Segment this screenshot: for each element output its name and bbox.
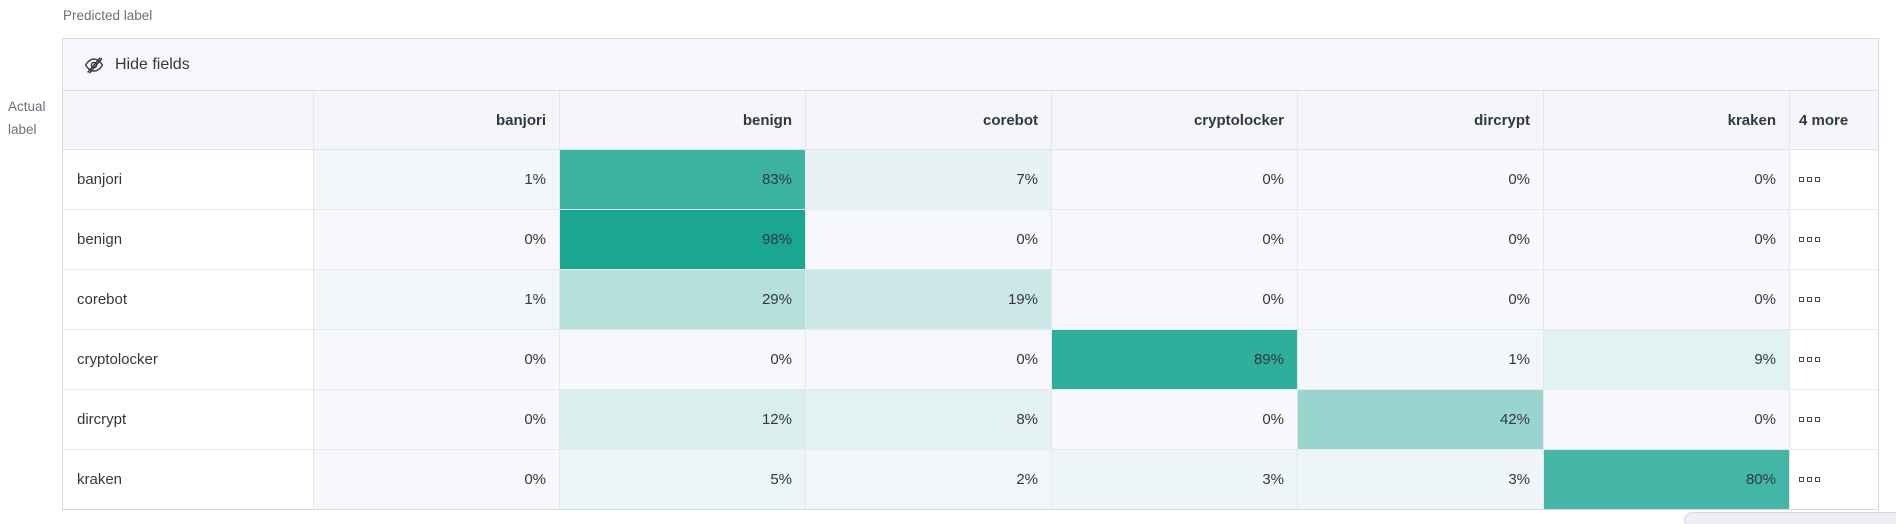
matrix-row-dircrypt: dircrypt 0% 12% 8% 0% 42% 0% [63, 390, 1878, 450]
hide-fields-label: Hide fields [115, 55, 190, 73]
matrix-cell-benign-kraken: 0% [1544, 210, 1790, 269]
matrix-cell-kraken-benign: 5% [560, 450, 806, 509]
matrix-cell-banjori-dircrypt: 0% [1298, 150, 1544, 209]
column-header-row: banjori benign corebot cryptolocker dircrypt… [63, 91, 1878, 150]
hidden-columns-header[interactable]: 4 more [1799, 111, 1849, 129]
matrix-cell-banjori-corebot: 7% [806, 150, 1052, 209]
predicted-label-axis-title: Predicted label [63, 8, 153, 23]
hidden-values-cell-dircrypt[interactable] [1790, 390, 1878, 449]
row-label-kraken: kraken [63, 450, 314, 509]
matrix-cell-cryptolocker-cryptolocker: 89% [1052, 330, 1298, 389]
matrix-row-kraken: kraken 0% 5% 2% 3% 3% 80% [63, 450, 1878, 509]
column-header-benign: benign [560, 91, 806, 149]
row-label-corebot: corebot [63, 270, 314, 329]
hidden-values-cell-kraken[interactable] [1790, 450, 1878, 509]
matrix-cell-kraken-corebot: 2% [806, 450, 1052, 509]
horizontal-scrollbar[interactable] [1684, 512, 1896, 524]
matrix-cell-corebot-cryptolocker: 0% [1052, 270, 1298, 329]
matrix-row-banjori: banjori 1% 83% 7% 0% 0% 0% [63, 150, 1878, 210]
matrix-cell-corebot-banjori: 1% [314, 270, 560, 329]
matrix-row-benign: benign 0% 98% 0% 0% 0% 0% [63, 210, 1878, 270]
grid-body: banjori 1% 83% 7% 0% 0% 0% benign 0% 98% 0% 0% 0% 0% c… [63, 150, 1878, 509]
matrix-cell-cryptolocker-benign: 0% [560, 330, 806, 389]
column-header-corebot: corebot [806, 91, 1052, 149]
matrix-cell-kraken-dircrypt: 3% [1298, 450, 1544, 509]
matrix-cell-benign-banjori: 0% [314, 210, 560, 269]
hidden-values-cell-corebot[interactable] [1790, 270, 1878, 329]
column-header-kraken: kraken [1544, 91, 1790, 149]
matrix-cell-dircrypt-dircrypt: 42% [1298, 390, 1544, 449]
confusion-matrix-grid: Hide fields banjori benign corebot cryptolo… [62, 38, 1879, 510]
matrix-cell-banjori-cryptolocker: 0% [1052, 150, 1298, 209]
hidden-values-cell-benign[interactable] [1790, 210, 1878, 269]
hide-fields-button[interactable]: Hide fields [63, 39, 1878, 91]
matrix-cell-benign-corebot: 0% [806, 210, 1052, 269]
matrix-cell-cryptolocker-banjori: 0% [314, 330, 560, 389]
column-header-dircrypt: dircrypt [1298, 91, 1544, 149]
matrix-cell-cryptolocker-kraken: 9% [1544, 330, 1790, 389]
matrix-cell-benign-benign: 98% [560, 210, 806, 269]
actual-label-axis-title: Actual label [8, 99, 46, 137]
matrix-cell-cryptolocker-corebot: 0% [806, 330, 1052, 389]
matrix-cell-corebot-corebot: 19% [806, 270, 1052, 329]
more-values-icon [1799, 477, 1820, 482]
column-header-banjori: banjori [314, 91, 560, 149]
matrix-cell-dircrypt-kraken: 0% [1544, 390, 1790, 449]
more-values-icon [1799, 297, 1820, 302]
matrix-row-corebot: corebot 1% 29% 19% 0% 0% 0% [63, 270, 1878, 330]
corner-header-cell [63, 91, 314, 149]
eye-slash-icon [84, 55, 104, 75]
row-label-cryptolocker: cryptolocker [63, 330, 314, 389]
matrix-cell-banjori-kraken: 0% [1544, 150, 1790, 209]
matrix-cell-benign-dircrypt: 0% [1298, 210, 1544, 269]
matrix-cell-dircrypt-banjori: 0% [314, 390, 560, 449]
hidden-values-cell-cryptolocker[interactable] [1790, 330, 1878, 389]
matrix-cell-corebot-benign: 29% [560, 270, 806, 329]
column-header-cryptolocker: cryptolocker [1052, 91, 1298, 149]
row-label-banjori: banjori [63, 150, 314, 209]
matrix-cell-dircrypt-benign: 12% [560, 390, 806, 449]
matrix-row-cryptolocker: cryptolocker 0% 0% 0% 89% 1% 9% [63, 330, 1878, 390]
matrix-cell-corebot-dircrypt: 0% [1298, 270, 1544, 329]
more-values-icon [1799, 417, 1820, 422]
row-label-dircrypt: dircrypt [63, 390, 314, 449]
matrix-cell-corebot-kraken: 0% [1544, 270, 1790, 329]
more-values-icon [1799, 357, 1820, 362]
row-label-benign: benign [63, 210, 314, 269]
more-values-icon [1799, 237, 1820, 242]
matrix-cell-cryptolocker-dircrypt: 1% [1298, 330, 1544, 389]
matrix-cell-kraken-banjori: 0% [314, 450, 560, 509]
hidden-values-cell-banjori[interactable] [1790, 150, 1878, 209]
matrix-cell-dircrypt-cryptolocker: 0% [1052, 390, 1298, 449]
matrix-cell-kraken-kraken: 80% [1544, 450, 1790, 509]
more-values-icon [1799, 177, 1820, 182]
matrix-cell-banjori-banjori: 1% [314, 150, 560, 209]
matrix-cell-dircrypt-corebot: 8% [806, 390, 1052, 449]
matrix-cell-benign-cryptolocker: 0% [1052, 210, 1298, 269]
matrix-cell-kraken-cryptolocker: 3% [1052, 450, 1298, 509]
matrix-cell-banjori-benign: 83% [560, 150, 806, 209]
